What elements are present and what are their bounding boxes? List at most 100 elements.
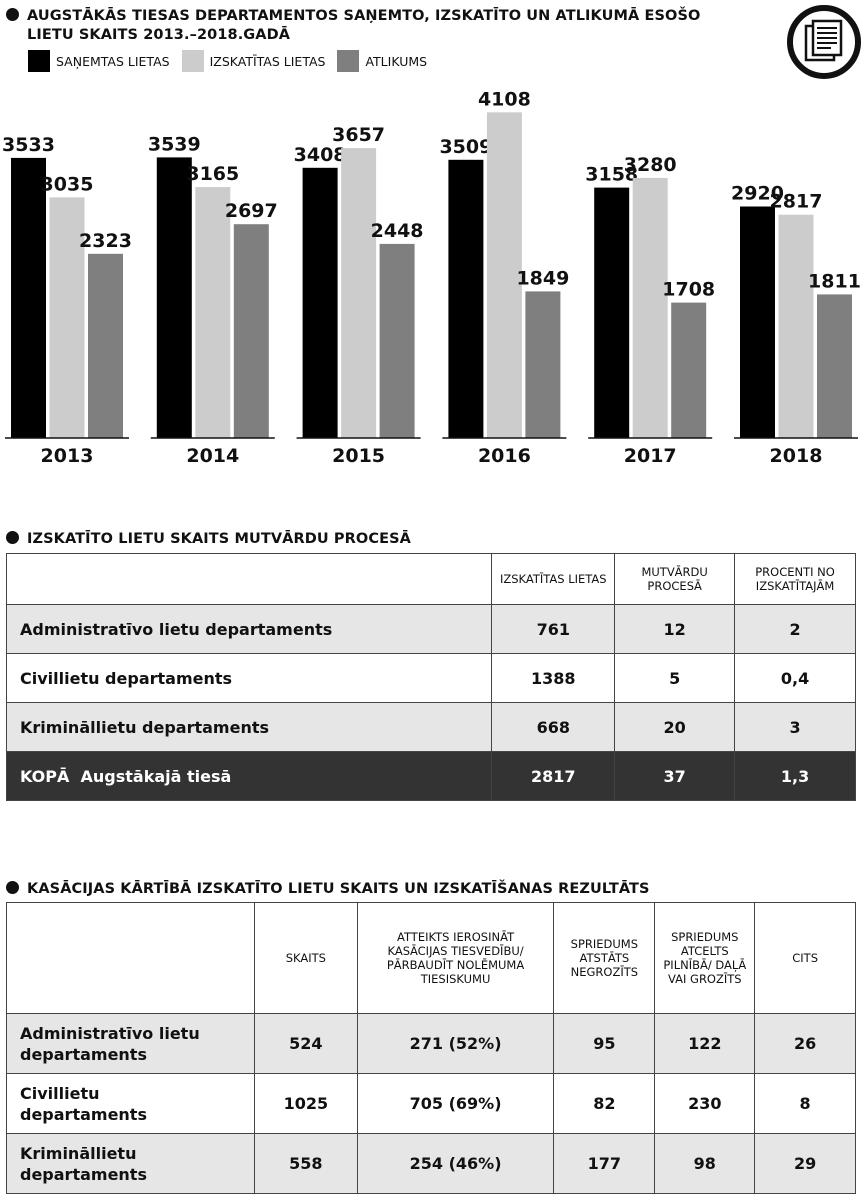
row-label: Administratīvo lietu departaments: [6, 1013, 255, 1074]
table-header-cell: [5, 553, 493, 605]
bar-2014-2: [195, 187, 231, 438]
table-cell: 0,4: [734, 653, 856, 703]
legend-swatch: [337, 50, 360, 72]
table-cell: 761: [491, 604, 616, 654]
bar-chart: 3533 3035 2323 2013 3539 3165 2697 2014 34083657…: [2, 88, 861, 467]
data-label: 3280: [624, 154, 677, 176]
x-tick-label: 2018: [770, 445, 823, 467]
table2-title-text: KASĀCIJAS KĀRTĪBĀ IZSKATĪTO LIETU SKAITS…: [27, 881, 650, 897]
data-label: 3509: [439, 136, 492, 158]
table-header-cell: [6, 902, 255, 1014]
table-row: Civillietu departaments 1388 5 0,4: [5, 653, 856, 703]
bar-2015-3: [379, 243, 415, 438]
row-label: Krimināllietu departaments: [6, 1133, 255, 1194]
x-tick-label: 2015: [332, 445, 385, 467]
table-cell: 8: [754, 1073, 856, 1134]
chart-title-line-1: AUGSTĀKĀS TIESAS DEPARTAMENTOS SAŅEMTO, …: [27, 8, 701, 24]
bar-2017-3: [671, 302, 707, 438]
table-cell: 5: [614, 653, 736, 703]
bar-2013-1: [11, 157, 46, 438]
table-cell: 254 (46%): [356, 1133, 555, 1194]
bar-2017-1: [594, 187, 630, 438]
chart-title: AUGSTĀKĀS TIESAS DEPARTAMENTOS SAŅEMTO, …: [6, 7, 700, 25]
table-cell: 705 (69%): [356, 1073, 555, 1134]
table-cell: 177: [553, 1133, 656, 1194]
table-header-cell: IZSKATĪTAS LIETAS: [491, 553, 616, 605]
table-row: Civillietu departaments 1025 705 (69%) 8…: [6, 1073, 856, 1134]
table-cell: 26: [754, 1013, 856, 1074]
bar-2016-2: [486, 112, 522, 439]
legend-item-received: SAŅEMTAS LIETAS: [28, 50, 170, 72]
table-cell: 230: [654, 1073, 756, 1134]
bar-2013-2: [49, 197, 85, 438]
table1-title: IZSKATĪTO LIETU SKAITS MUTVĀRDU PROCESĀ: [6, 530, 411, 548]
table-cell: 95: [553, 1013, 656, 1074]
table-cell: 82: [553, 1073, 656, 1134]
bar-2015-1: [302, 167, 338, 439]
table-header-cell: SPRIEDUMS ATSTĀTS NEGROZĪTS: [553, 902, 656, 1014]
table-cell: 668: [491, 702, 616, 752]
bar-2017-2: [632, 177, 668, 438]
bar-2018-2: [778, 214, 814, 438]
table-cell: 3: [734, 702, 856, 752]
x-tick-label: 2017: [624, 445, 677, 467]
row-label: Administratīvo lietu departaments: [5, 604, 493, 654]
row-label: Civillietu departaments: [5, 653, 493, 703]
table1-title-text: IZSKATĪTO LIETU SKAITS MUTVĀRDU PROCESĀ: [27, 531, 411, 547]
data-label: 2323: [79, 230, 132, 252]
table-cell: 29: [754, 1133, 856, 1194]
x-tick-label: 2016: [478, 445, 531, 467]
table-header-row: SKAITS ATTEIKTS IEROSINĀT KASĀCIJAS TIES…: [6, 902, 856, 1014]
table-row: Krimināllietu departaments 558 254 (46%)…: [6, 1133, 856, 1194]
bar-2016-3: [525, 291, 561, 438]
bullet-icon: [6, 881, 19, 894]
legend-swatch: [28, 50, 50, 72]
table2-title: KASĀCIJAS KĀRTĪBĀ IZSKATĪTO LIETU SKAITS…: [6, 880, 650, 898]
data-label: 3539: [148, 133, 201, 155]
table-cell: 271 (52%): [356, 1013, 555, 1074]
bullet-icon: [6, 531, 19, 544]
bullet-icon: [6, 8, 19, 21]
legend-label: SAŅEMTAS LIETAS: [56, 53, 170, 69]
table-header-row: IZSKATĪTAS LIETAS MUTVĀRDU PROCESĀ PROCE…: [5, 553, 856, 605]
table-cell: 2817: [491, 751, 616, 801]
data-label: 2448: [371, 220, 424, 242]
table-cell: 12: [614, 604, 736, 654]
data-label: 3158: [585, 164, 638, 186]
table-cell: 1025: [253, 1073, 358, 1134]
table-cell: 558: [253, 1133, 358, 1194]
data-label: 1849: [516, 267, 569, 289]
table-header-cell: SPRIEDUMS ATCELTS PILNĪBĀ/ DAĻĀ VAI GROZ…: [654, 902, 756, 1014]
data-label: 2697: [225, 200, 278, 222]
table-header-cell: MUTVĀRDU PROCESĀ: [614, 553, 736, 605]
bar-2014-3: [233, 224, 269, 438]
oral-process-table: IZSKATĪTAS LIETAS MUTVĀRDU PROCESĀ PROCE…: [5, 553, 856, 801]
data-label: 3408: [294, 144, 347, 166]
bar-2013-3: [88, 253, 123, 438]
row-label: KOPĀ Augstākajā tiesā: [5, 751, 493, 801]
bar-2014-1: [156, 157, 192, 438]
data-label: 3165: [186, 163, 239, 185]
data-label: 3533: [2, 134, 55, 156]
table-cell: 524: [253, 1013, 358, 1074]
table-cell: 37: [614, 751, 736, 801]
legend-item-remaining: ATLIKUMS: [337, 50, 427, 72]
table-row: Administratīvo lietu departaments 761 12…: [5, 604, 856, 654]
cassation-table: SKAITS ATTEIKTS IEROSINĀT KASĀCIJAS TIES…: [6, 902, 856, 1194]
row-label: Krimināllietu departaments: [5, 702, 493, 752]
table-row: Administratīvo lietu departaments 524 27…: [6, 1013, 856, 1074]
table-cell: 122: [654, 1013, 756, 1074]
table-cell: 98: [654, 1133, 756, 1194]
bar-2016-1: [448, 159, 484, 439]
bar-2015-2: [341, 148, 377, 438]
table-header-cell: SKAITS: [253, 902, 358, 1014]
table-cell: 2: [734, 604, 856, 654]
legend-label: IZSKATĪTAS LIETAS: [209, 53, 326, 69]
data-label: 1811: [808, 270, 861, 292]
document-icon: [787, 5, 861, 79]
data-label: 3657: [332, 124, 385, 146]
chart-title-line-2: LIETU SKAITS 2013.–2018.GADĀ: [27, 27, 291, 43]
table-header-cell: CITS: [754, 902, 856, 1014]
data-label: 1708: [662, 279, 715, 301]
bar-2018-3: [817, 294, 852, 438]
